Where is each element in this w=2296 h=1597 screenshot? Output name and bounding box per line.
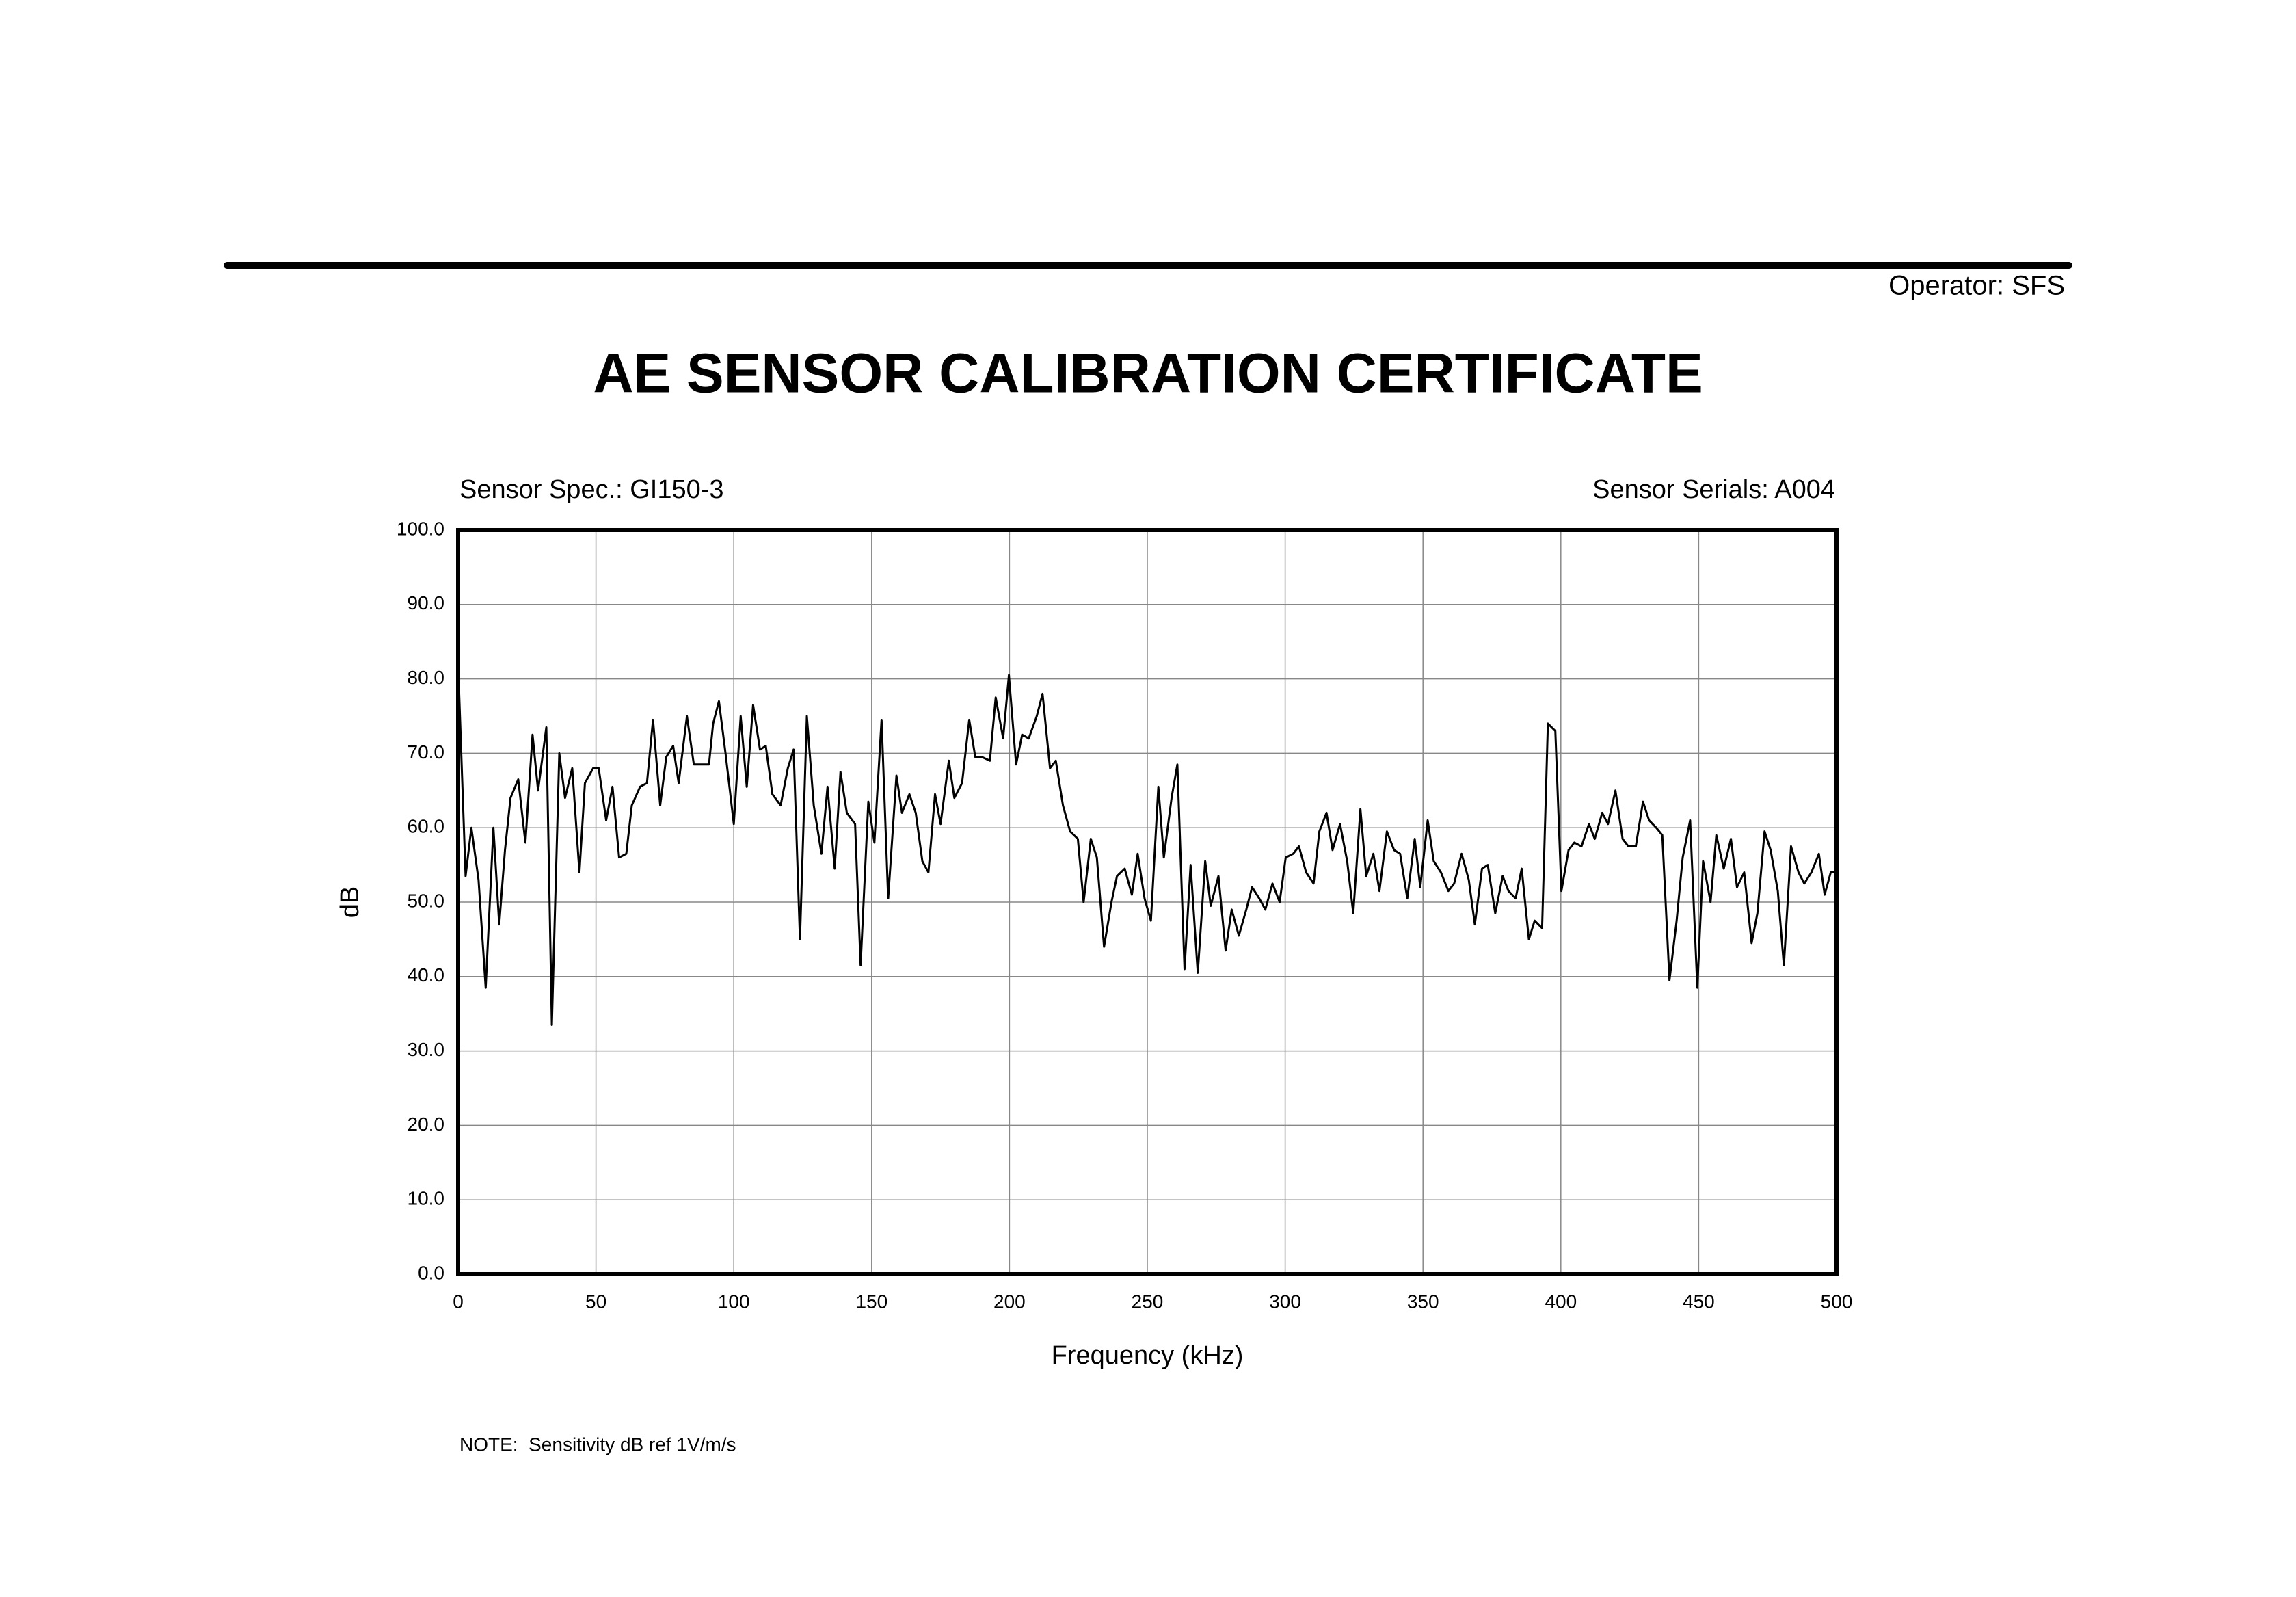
x-tick-label: 250 <box>1132 1291 1164 1312</box>
y-tick-label: 70.0 <box>408 741 445 763</box>
y-tick-label: 40.0 <box>408 964 445 986</box>
data-line <box>457 663 1837 1027</box>
x-tick-label: 100 <box>718 1291 750 1312</box>
y-tick-label: 0.0 <box>418 1262 444 1283</box>
plot-area: 0.0 10.0 20.0 30.0 40.0 50.0 60.0 70.0 80.0 90.0 1… <box>397 518 1852 1312</box>
y-axis-label: dB <box>336 886 364 918</box>
operator: Operator: SFS <box>1888 271 2065 301</box>
y-tick-label: 90.0 <box>408 592 445 613</box>
x-tick-label: 400 <box>1545 1291 1577 1312</box>
y-tick-label: 20.0 <box>408 1113 445 1135</box>
x-axis-label: Frequency (kHz) <box>1052 1341 1244 1370</box>
y-tick-label: 30.0 <box>408 1039 445 1060</box>
plot-border <box>456 528 1839 1276</box>
y-tick-label: 100.0 <box>397 518 444 539</box>
y-tick-label: 50.0 <box>408 890 445 911</box>
x-tick-label: 50 <box>585 1291 606 1312</box>
chart-title: AE SENSOR CALIBRATION CERTIFICATE <box>593 343 1703 405</box>
x-tick-label: 450 <box>1683 1291 1715 1312</box>
x-tick-label: 500 <box>1821 1291 1853 1312</box>
x-tick-label: 150 <box>855 1291 887 1312</box>
y-tick-label: 80.0 <box>408 667 445 688</box>
x-tick-label: 0 <box>453 1291 464 1312</box>
y-tick-label: 60.0 <box>408 816 445 837</box>
sensor-spec: Sensor Spec.: GI150-3 <box>459 475 724 504</box>
x-tick-label: 350 <box>1407 1291 1439 1312</box>
x-tick-label: 200 <box>993 1291 1026 1312</box>
y-tick-label: 10.0 <box>408 1188 445 1209</box>
sensor-serials: Sensor Serials: A004 <box>1592 475 1835 504</box>
x-tick-label: 300 <box>1269 1291 1301 1312</box>
note: NOTE: Sensitivity dB ref 1V/m/s <box>459 1434 736 1455</box>
